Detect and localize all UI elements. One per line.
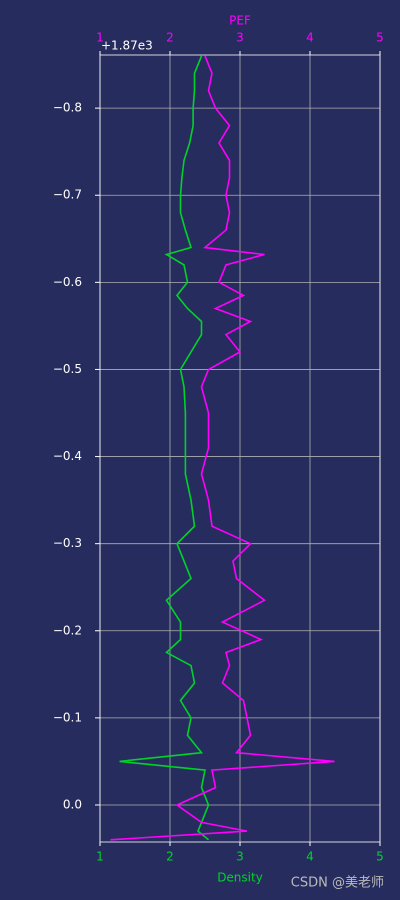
watermark: CSDN @美老师 <box>291 876 384 891</box>
x-tick-label: 5 <box>376 850 384 864</box>
x2-axis-label: PEF <box>229 14 251 28</box>
x2-tick-label: 5 <box>376 31 384 45</box>
y-tick-label: −0.8 <box>53 101 82 115</box>
y-tick-label: −0.3 <box>53 536 82 550</box>
x2-tick-label: 3 <box>236 31 244 45</box>
x-tick-label: 2 <box>166 850 174 864</box>
y-tick-label: −0.4 <box>53 449 82 463</box>
y-tick-label: 0.0 <box>63 797 82 811</box>
x2-tick-label: 2 <box>166 31 174 45</box>
x-tick-label: 4 <box>306 850 314 864</box>
x-tick-label: 3 <box>236 850 244 864</box>
x-axis-label: Density <box>217 871 263 885</box>
plot-frame <box>99 54 381 843</box>
y-tick-label: −0.5 <box>53 362 82 376</box>
y-tick-label: −0.2 <box>53 623 82 637</box>
series-line <box>119 55 210 841</box>
x2-tick-label: 4 <box>306 31 314 45</box>
y-offset-label: +1.87e3 <box>101 39 153 53</box>
y-tick-label: −0.1 <box>53 710 82 724</box>
y-tick-label: −0.7 <box>53 188 82 202</box>
x2-tick-label: 1 <box>96 31 104 45</box>
x-tick-label: 1 <box>96 850 104 864</box>
series-line <box>110 55 335 841</box>
y-tick-label: −0.6 <box>53 275 82 289</box>
